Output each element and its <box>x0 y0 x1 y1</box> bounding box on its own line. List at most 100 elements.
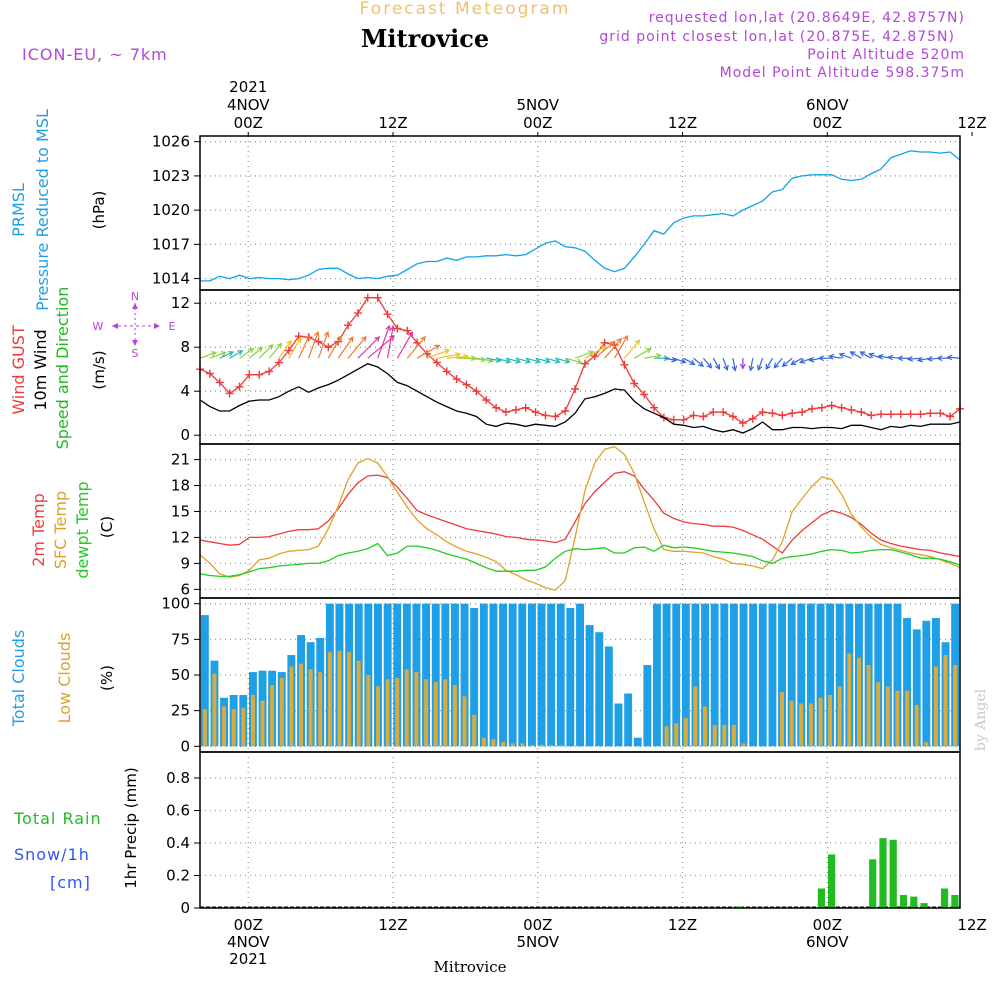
low-clouds-bar <box>780 692 784 747</box>
low-clouds-bar <box>895 690 900 747</box>
wind-series-10m-wind <box>199 362 961 434</box>
low-clouds-bar <box>866 665 871 747</box>
wind-arrow-head <box>622 334 628 342</box>
temp2m-label: 2m Temp <box>29 493 48 567</box>
gust-marker <box>274 358 283 367</box>
gust-marker <box>857 408 866 417</box>
wind-arrow-head <box>859 351 866 357</box>
wind-direction-arrow-icon <box>584 345 607 359</box>
wind-arrow-head <box>877 353 884 360</box>
low-clouds-bar <box>885 686 890 747</box>
top-time-label: 00Z <box>523 114 552 132</box>
temp-unit: (C) <box>98 516 116 538</box>
wind-direction-arrow-icon <box>765 357 773 371</box>
wind-arrow-head <box>896 355 903 362</box>
wind-arrow-shaft <box>839 353 852 359</box>
low-clouds-bar <box>250 695 255 747</box>
wind-arrow-shaft <box>702 357 712 369</box>
wind-arrow-head <box>227 351 235 357</box>
total-clouds-bar <box>893 603 902 747</box>
gust-marker <box>867 411 876 420</box>
low-clouds-bar <box>510 743 515 747</box>
bottom-time-label: 5NOV <box>516 933 559 951</box>
total-clouds-bar <box>710 603 719 747</box>
precipitation-ytick-label: 0.6 <box>166 802 190 820</box>
panel-precipitation: 0 0.2 0.4 0.6 0.8 <box>166 751 961 917</box>
temperature-ytick-label: 12 <box>171 528 190 546</box>
wind-direction-arrow-icon <box>693 357 704 367</box>
bottom-time-label: 2021 <box>229 950 267 968</box>
wind-direction-arrow-icon <box>377 324 391 359</box>
low-clouds-bar <box>703 706 707 747</box>
gust-marker <box>738 419 747 428</box>
wind-arrow-shaft <box>712 357 720 370</box>
total-clouds-bar <box>691 603 700 747</box>
total-clouds-bar <box>393 603 402 747</box>
footer-location: Mitrovice <box>434 958 507 976</box>
total-clouds-bar <box>922 620 931 747</box>
wind-arrow-shaft <box>584 345 606 359</box>
gust-marker <box>511 405 520 414</box>
low-clouds-bar <box>212 673 217 747</box>
wind-arrow-shaft <box>693 357 704 367</box>
wind-ytick-label: 12 <box>171 294 190 312</box>
wind-frame <box>199 289 961 445</box>
low-clouds-bar <box>539 744 544 747</box>
total-clouds-label: Total Clouds <box>9 630 28 728</box>
compass-north-arrowhead-icon <box>132 303 138 309</box>
wind-arrow-shaft <box>782 357 793 367</box>
panel-clouds: 0 25 50 75 100 <box>161 595 961 755</box>
wind-arrow-shaft <box>594 341 615 359</box>
pressure-ytick-label: 1020 <box>152 201 190 219</box>
wind-arrow-head <box>723 364 729 372</box>
precipitation-grid: 0 0.2 0.4 0.6 0.8 <box>166 752 960 917</box>
wind-arrow-head <box>389 325 396 332</box>
compass-north: N <box>131 290 139 303</box>
wind-direction-arrow-icon <box>229 350 244 359</box>
gust-marker <box>205 369 214 378</box>
total-clouds-bar <box>653 603 661 747</box>
wind-arrow-shaft <box>574 351 594 359</box>
wind-arrow-shaft <box>505 357 521 363</box>
low-clouds-bar <box>722 724 727 747</box>
low-clouds-bar <box>202 709 207 747</box>
wind-direction-arrow-icon <box>337 336 354 359</box>
wind-arrow-head <box>887 354 894 361</box>
wind-arrow-head <box>470 355 477 362</box>
wind-arrow-head <box>443 348 451 355</box>
wind-arrow-head <box>210 351 217 357</box>
low-clouds-bar <box>404 669 409 747</box>
rain-bar <box>828 854 836 908</box>
pressure-unit: (hPa) <box>90 191 108 230</box>
clouds-ytick-label: 50 <box>171 666 190 684</box>
total-clouds-bar <box>451 603 459 747</box>
sfc-temp-label: SFC Temp <box>51 491 70 569</box>
low-clouds-bar <box>385 679 390 747</box>
wind-arrow-head <box>616 337 622 344</box>
gust-marker <box>798 408 807 417</box>
low-clouds-bar <box>443 679 448 747</box>
wind-direction-arrow-icon <box>525 357 542 364</box>
low-clouds-bar <box>347 652 352 747</box>
gust-marker <box>926 409 935 418</box>
wind-arrow-shaft <box>327 335 342 359</box>
rain-bar <box>899 895 908 908</box>
wind-arrow-head <box>313 330 320 338</box>
low-clouds-bar <box>231 709 236 747</box>
wind-direction-arrow-icon <box>406 335 426 359</box>
wind-arrow-shaft <box>732 358 736 371</box>
wind-ytick-label: 0 <box>180 426 190 444</box>
total-clouds-bar <box>883 603 892 747</box>
gust-marker <box>403 326 412 335</box>
total-clouds-bar <box>422 603 430 747</box>
wind-arrow-head <box>609 340 616 347</box>
wind-arrow-head <box>248 347 255 354</box>
compass-south: S <box>132 347 139 360</box>
low-clouds-bar <box>818 697 823 747</box>
low-clouds-bar <box>905 690 910 747</box>
gust-marker <box>255 370 264 379</box>
gust-marker <box>728 412 737 421</box>
gust-marker <box>916 410 925 419</box>
wind-arrow-head <box>714 363 721 371</box>
total-clouds-bar <box>528 603 536 747</box>
